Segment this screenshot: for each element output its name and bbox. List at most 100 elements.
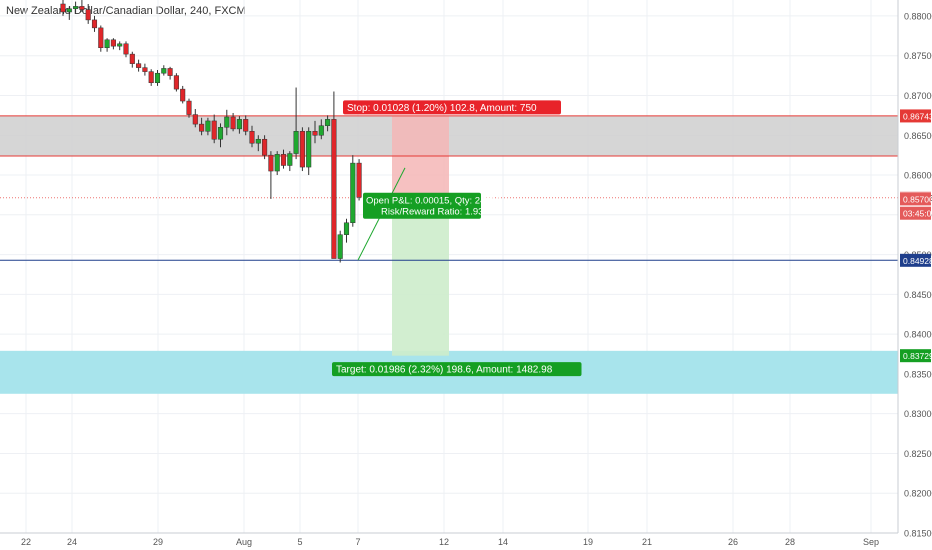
- time-tick-label: 24: [67, 537, 77, 547]
- candle-body: [180, 88, 186, 102]
- candle-body: [110, 39, 116, 47]
- candle-body: [98, 27, 104, 49]
- candle-body: [123, 43, 129, 55]
- target-label: Target: 0.01986 (2.32%) 198.6, Amount: 1…: [336, 365, 553, 376]
- candle-body: [299, 131, 305, 168]
- candle-body: [186, 100, 192, 115]
- time-tick-label: Aug: [236, 537, 252, 547]
- candle-body: [325, 119, 331, 126]
- candle-body: [350, 162, 356, 224]
- price-badge-label: 0.84928: [903, 256, 932, 266]
- candle-body: [274, 154, 280, 172]
- candle-body: [154, 72, 161, 84]
- candle-body: [217, 127, 224, 140]
- price-badge: [900, 253, 931, 267]
- candle-body: [236, 119, 242, 130]
- time-tick-label: 7: [355, 537, 360, 547]
- stop-label-bg: [343, 100, 561, 115]
- candle-body: [280, 154, 287, 166]
- candle-body: [161, 68, 167, 74]
- candle-body: [142, 67, 148, 72]
- candle-body: [249, 131, 255, 144]
- candle-body: [331, 119, 337, 259]
- stop-label: Stop: 0.01028 (1.20%) 102.8, Amount: 750: [347, 103, 537, 114]
- candle-body: [85, 9, 91, 21]
- candle-body: [73, 6, 79, 10]
- candle-body: [312, 131, 318, 136]
- candle-body: [129, 53, 135, 64]
- candle-body: [136, 63, 142, 68]
- candle-body: [268, 154, 274, 172]
- time-tick-label: 26: [728, 537, 738, 547]
- time-tick-label: 28: [785, 537, 795, 547]
- candle-body: [230, 116, 236, 130]
- time-tick-label: 14: [498, 537, 508, 547]
- price-badge-label: 0.85700: [903, 194, 932, 204]
- price-badge-label: 0.86743: [903, 111, 932, 121]
- horizontal-lines[interactable]: [0, 115, 898, 261]
- candle-body: [79, 6, 85, 10]
- candle-body: [66, 8, 72, 13]
- time-tick-label: 21: [642, 537, 652, 547]
- candle-body: [293, 131, 299, 154]
- price-badge: [900, 109, 931, 123]
- position-labels: Stop: 0.01028 (1.20%) 102.8, Amount: 750…: [332, 100, 582, 377]
- candle-body: [104, 39, 110, 49]
- candle-body: [91, 19, 98, 29]
- target-zone: [392, 197, 449, 356]
- candle-body: [148, 71, 154, 84]
- time-tick-label: 5: [297, 537, 302, 547]
- rr-label: Risk/Reward Ratio: 1.93: [381, 207, 483, 218]
- time-tick-label: 19: [583, 537, 593, 547]
- price-badge: [900, 206, 931, 220]
- candle-body: [60, 3, 66, 13]
- pnl-label: Open P&L: 0.00015, Qty: 24319: [366, 196, 501, 207]
- candle-body: [211, 120, 217, 140]
- time-tick-label: Sep: [863, 537, 879, 547]
- candle-body: [117, 43, 123, 47]
- candle-body: [262, 138, 268, 156]
- candle-body: [192, 114, 198, 125]
- pnl-box: [363, 192, 481, 219]
- candle-body: [167, 68, 173, 76]
- target-label-bg: [332, 362, 582, 377]
- price-tick-label: 0.81500: [904, 529, 932, 539]
- candle-body: [343, 222, 350, 235]
- price-badge-label: 03:45:00: [903, 209, 932, 219]
- candle-body: [306, 131, 312, 168]
- candle-body: [173, 75, 179, 90]
- candle-body: [199, 123, 205, 132]
- candle-body: [337, 234, 343, 259]
- candle-body: [205, 120, 211, 132]
- time-tick-label: 29: [153, 537, 163, 547]
- candle-body: [318, 125, 324, 136]
- candle-body: [243, 119, 249, 132]
- candle-body: [255, 138, 261, 144]
- candles: [60, 0, 406, 263]
- time-tick-label: 22: [21, 537, 31, 547]
- stop-zone: [392, 115, 449, 198]
- price-badge-label: 0.83729: [903, 351, 932, 361]
- price-axis-bg: [898, 0, 932, 550]
- time-tick-label: 12: [439, 537, 449, 547]
- symbol-title: New Zealand Dollar/Canadian Dollar, 240,…: [6, 5, 246, 17]
- price-badge: [900, 349, 931, 363]
- candle-body: [287, 153, 293, 166]
- position-tool[interactable]: [392, 115, 449, 356]
- price-badge: [900, 192, 931, 206]
- candle-body: [224, 116, 230, 128]
- candle-body: [356, 162, 362, 198]
